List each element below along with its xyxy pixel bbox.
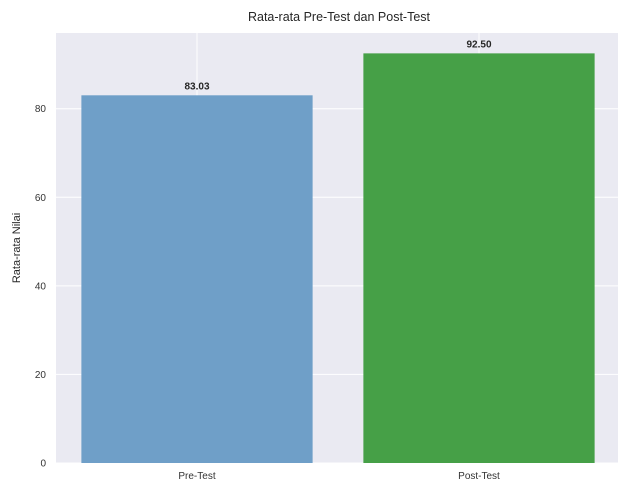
x-tick-label: Pre-Test: [178, 471, 215, 481]
y-tick-label: 20: [35, 370, 47, 381]
y-tick-label: 0: [40, 459, 46, 470]
x-tick-label: Post-Test: [458, 471, 500, 481]
y-axis-label: Rata-rata Nilai: [11, 213, 23, 283]
y-tick-label: 60: [35, 193, 47, 204]
y-tick-label: 80: [35, 104, 47, 115]
bar-post-test: [363, 53, 595, 463]
axis-ticks: 0 20 40 60 80 Pre-Test Post-Test: [35, 104, 500, 481]
bar-value-label: 92.50: [466, 39, 491, 50]
data-labels: 83.03 92.50: [184, 39, 491, 92]
y-tick-label: 40: [35, 281, 47, 292]
bar-value-label: 83.03: [184, 81, 209, 92]
bars: [81, 53, 595, 464]
bar-pre-test: [81, 95, 313, 464]
chart-title: Rata-rata Pre-Test dan Post-Test: [248, 10, 431, 24]
